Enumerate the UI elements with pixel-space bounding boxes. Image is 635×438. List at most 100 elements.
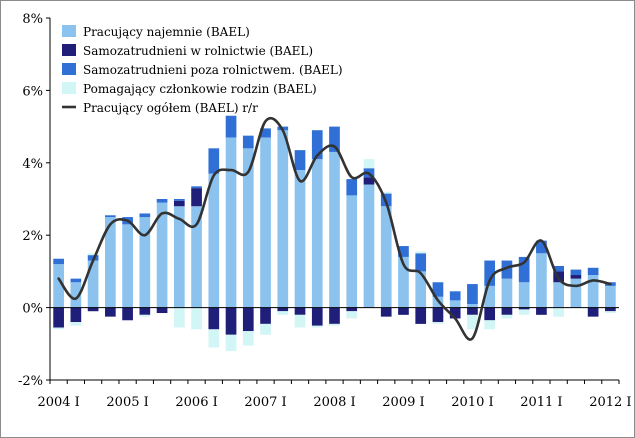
bar-s0-2 — [87, 260, 99, 308]
x-tick-label: 2006 I — [175, 395, 217, 410]
bar-s2-26 — [501, 260, 513, 279]
x-tick-label: 2009 I — [382, 395, 424, 410]
bar-s1-26 — [501, 307, 513, 315]
legend-swatch — [62, 63, 76, 75]
bar-s3-12 — [260, 323, 271, 335]
bar-s0-16 — [329, 151, 340, 308]
bar-s3-21 — [415, 251, 427, 254]
bar-s2-9 — [208, 148, 220, 174]
bar-s0-30 — [570, 278, 582, 308]
legend-swatch — [62, 44, 76, 56]
bar-s3-27 — [518, 309, 530, 315]
bar-s1-21 — [415, 307, 427, 324]
bar-s2-29 — [553, 265, 564, 272]
bar-s0-18 — [363, 184, 375, 308]
y-tick-label: -2% — [18, 374, 43, 389]
bar-s1-28 — [536, 307, 547, 315]
y-tick-label: 2% — [22, 229, 43, 244]
bar-s0-1 — [70, 282, 82, 308]
bar-s3-22 — [432, 322, 444, 324]
bar-s1-32 — [605, 307, 616, 312]
bar-s1-12 — [260, 307, 271, 324]
legend-swatch — [62, 25, 76, 37]
bar-layer — [53, 115, 616, 352]
bar-s2-7 — [173, 199, 185, 201]
bar-s1-17 — [346, 307, 358, 312]
bar-s1-20 — [398, 307, 409, 315]
bar-s2-24 — [467, 284, 478, 304]
bar-s2-28 — [536, 240, 547, 254]
legend-label: Pomagający członkowie rodzin (BAEL) — [83, 82, 317, 96]
bar-s3-32 — [605, 311, 616, 314]
bar-s1-0 — [53, 307, 64, 328]
line-layer — [57, 116, 612, 341]
legend-label: Pracujący ogółem (BAEL) r/r — [83, 101, 258, 115]
bar-s3-13 — [277, 311, 289, 315]
bar-s2-16 — [329, 126, 340, 152]
bar-s0-7 — [173, 206, 185, 308]
y-tick-label: 6% — [22, 84, 43, 99]
bar-s0-9 — [208, 173, 220, 308]
bar-s0-15 — [311, 159, 323, 308]
bar-s1-14 — [294, 307, 306, 315]
bar-s0-23 — [449, 300, 461, 308]
bar-s1-19 — [380, 307, 392, 317]
x-tick-label: 2012 I — [589, 395, 631, 410]
bar-s2-23 — [449, 291, 461, 301]
bar-s3-0 — [53, 327, 64, 330]
bar-s0-12 — [260, 137, 271, 308]
bar-s1-2 — [87, 307, 99, 312]
y-tick-label: 0% — [22, 302, 43, 317]
bar-s2-20 — [398, 246, 409, 257]
bar-s1-22 — [432, 307, 444, 323]
bar-s1-4 — [122, 307, 133, 321]
bar-s0-29 — [553, 282, 564, 308]
bar-s0-5 — [139, 217, 151, 308]
bar-s3-1 — [70, 322, 82, 326]
bar-s3-24 — [467, 314, 478, 330]
bar-s0-8 — [191, 206, 202, 308]
bar-s3-19 — [380, 191, 392, 194]
bar-s0-11 — [242, 148, 254, 308]
x-axis: 2004 I 2005 I 2006 I 2007 I 2008 I 2009 I 2010… — [37, 379, 632, 410]
bar-s0-6 — [156, 202, 168, 308]
bar-s3-18 — [363, 159, 375, 169]
bar-s2-22 — [432, 282, 444, 297]
bar-s2-10 — [225, 115, 237, 138]
x-tick-label: 2010 I — [451, 395, 493, 410]
bar-s3-15 — [311, 325, 323, 328]
bar-s1-30 — [570, 275, 582, 279]
bar-s0-4 — [122, 224, 133, 308]
bar-s1-23 — [449, 307, 461, 319]
bar-s3-2 — [87, 253, 99, 256]
bar-s1-10 — [225, 307, 237, 335]
bar-s1-15 — [311, 307, 323, 326]
line-series-0 — [57, 116, 612, 341]
x-tick-label: 2004 I — [37, 395, 79, 410]
legend-swatch — [62, 82, 76, 94]
bar-s0-0 — [53, 264, 64, 308]
bar-s3-11 — [242, 331, 254, 346]
bar-s0-10 — [225, 137, 237, 308]
bar-s1-1 — [70, 307, 82, 323]
bar-s2-30 — [570, 269, 582, 276]
y-tick-label: 8% — [22, 12, 43, 27]
bar-s3-29 — [553, 307, 564, 317]
bar-s1-25 — [484, 307, 496, 321]
y-tick-label: 4% — [22, 157, 43, 172]
bar-s3-17 — [346, 311, 358, 319]
bar-s1-24 — [467, 307, 478, 315]
bar-s1-18 — [363, 177, 375, 185]
bar-s2-14 — [294, 150, 306, 171]
bar-s0-28 — [536, 253, 547, 308]
bar-s0-26 — [501, 278, 513, 308]
bar-s0-3 — [105, 217, 116, 308]
bar-s3-10 — [225, 334, 237, 352]
bar-s1-6 — [156, 307, 168, 314]
bar-s3-8 — [191, 307, 202, 330]
bar-s1-3 — [105, 307, 116, 317]
x-tick-label: 2005 I — [106, 395, 148, 410]
bar-s3-5 — [139, 314, 151, 317]
bar-s0-27 — [518, 282, 530, 308]
legend-label: Samozatrudnieni poza rolnictwem. (BAEL) — [83, 63, 343, 77]
